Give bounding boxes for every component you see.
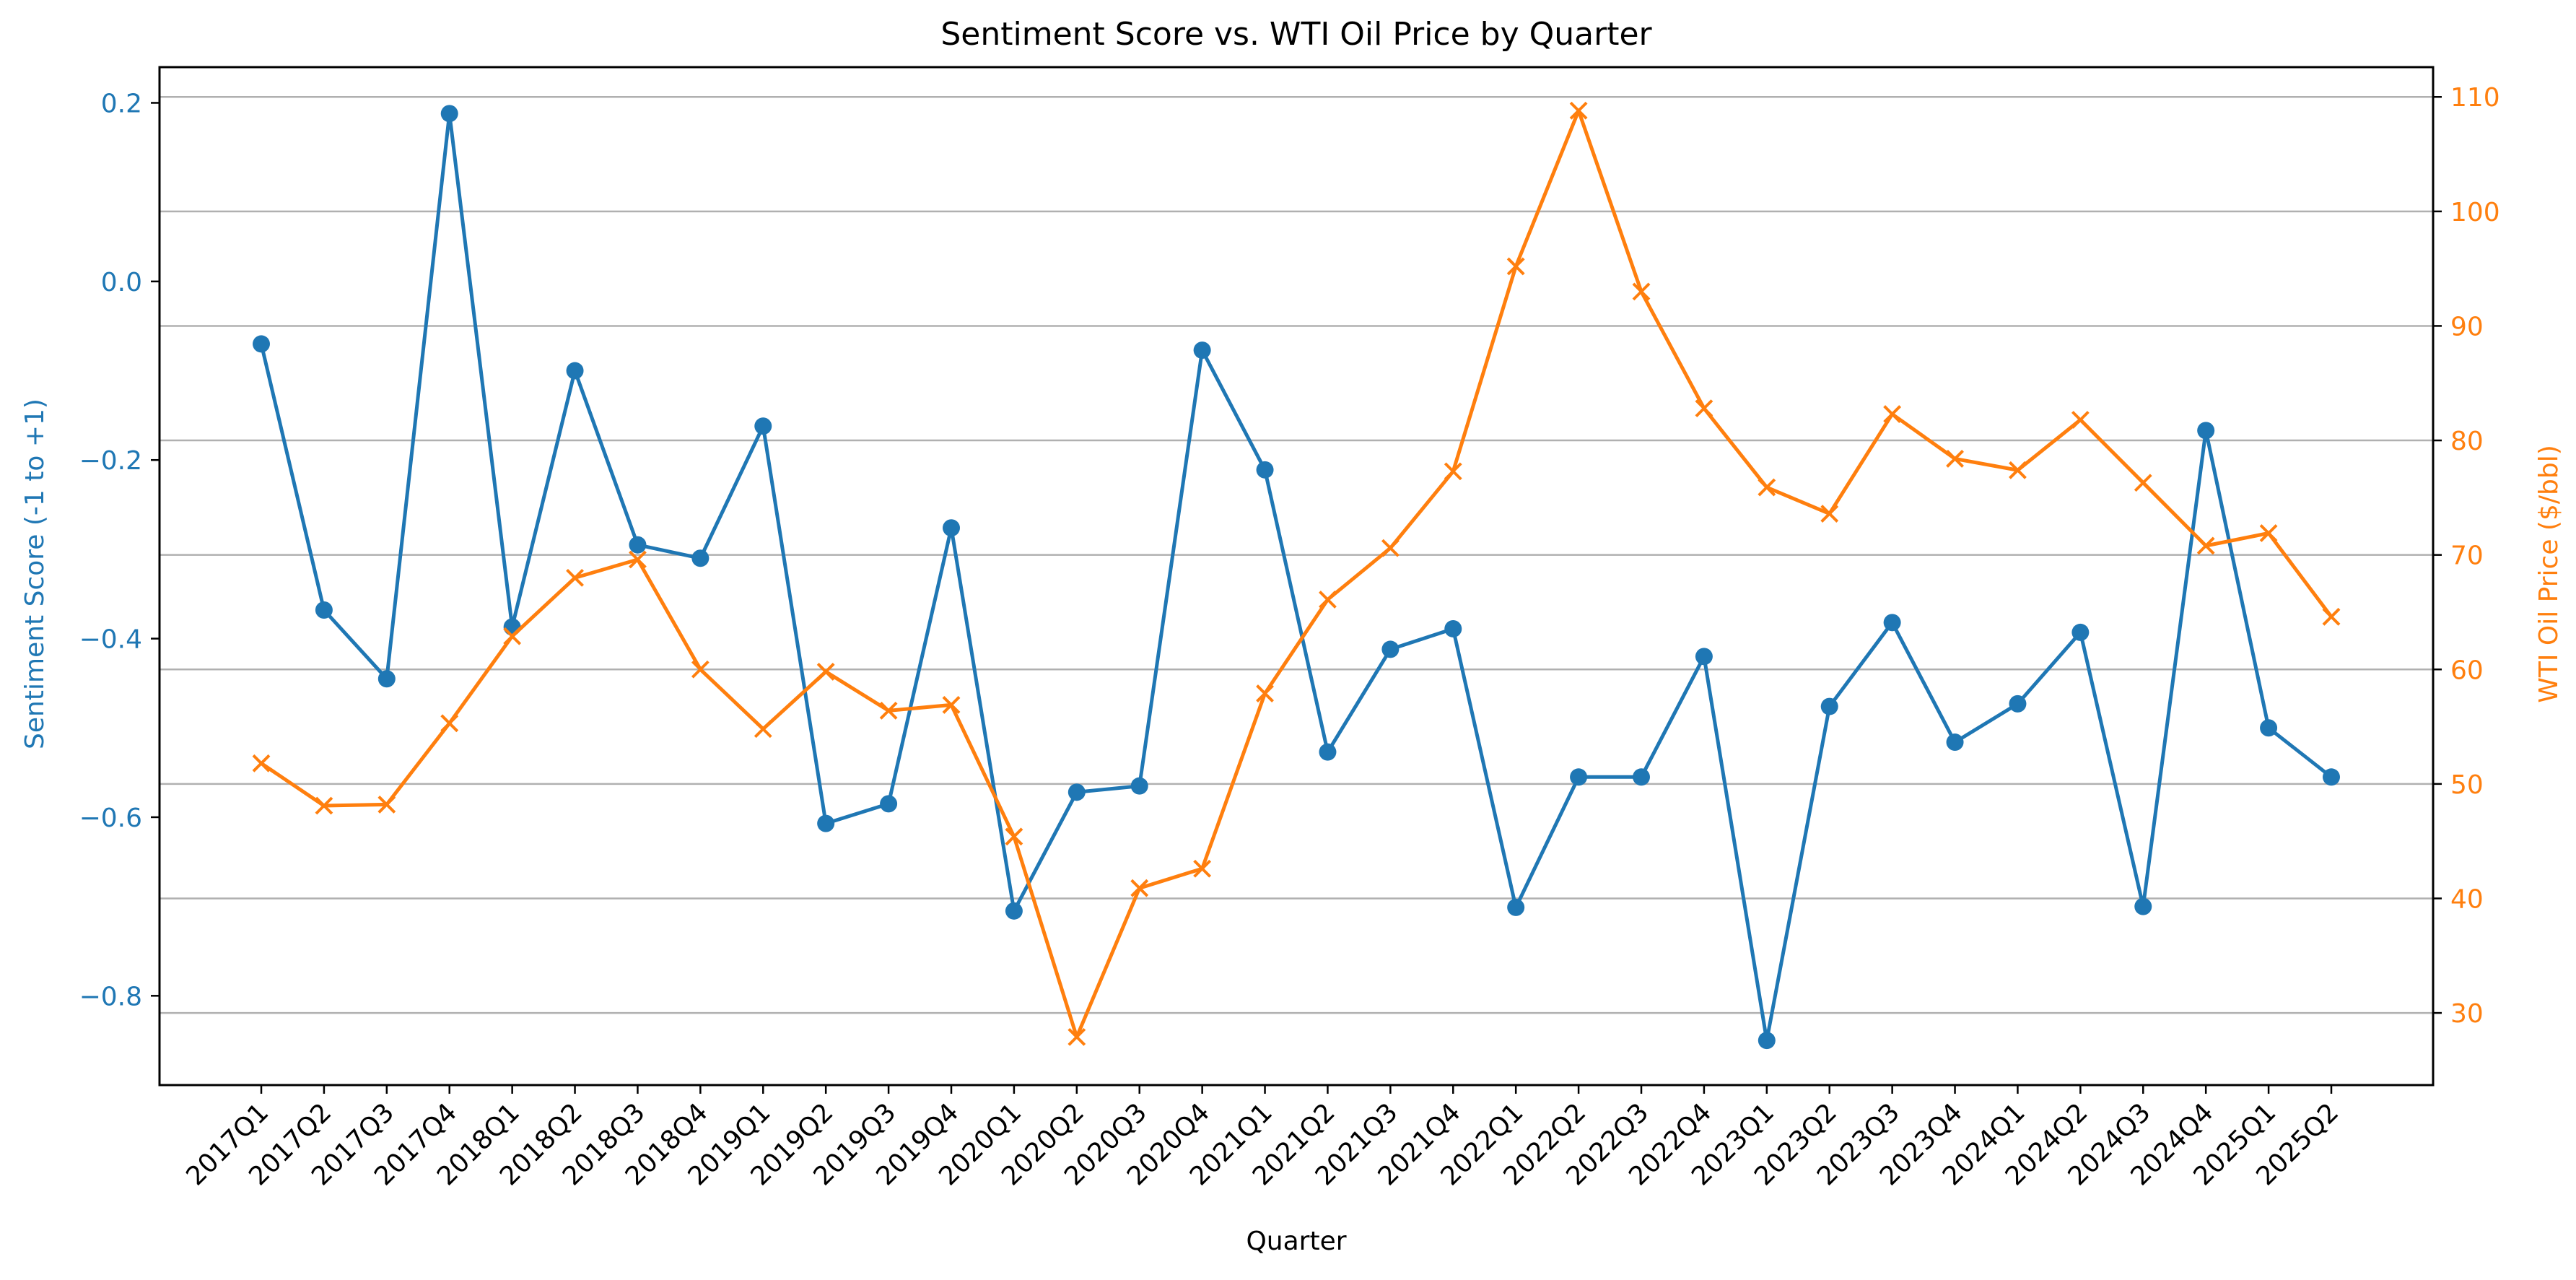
oil-price-point (1695, 399, 1713, 418)
oil-price-point (377, 796, 396, 814)
oil-price-point (1506, 257, 1525, 276)
sentiment-point (1633, 768, 1650, 786)
oil-price-point (754, 720, 772, 739)
chart-title: Sentiment Score vs. WTI Oil Price by Qua… (940, 16, 1652, 53)
sentiment-point (1820, 697, 1838, 715)
sentiment-point (1005, 902, 1023, 920)
sentiment-point (1444, 619, 1462, 637)
series-layer (252, 101, 2341, 1050)
oil-price-point (816, 663, 835, 681)
oil-price-point (1067, 1027, 1086, 1046)
oil-price-point (1444, 462, 1462, 481)
right-axis-tick-label: 90 (2450, 312, 2484, 341)
sentiment-point (1256, 461, 1274, 479)
right-axis-tick-label: 40 (2450, 884, 2484, 914)
left-axis-tick-label: 0.0 (101, 268, 142, 297)
oil-price-point (2071, 411, 2090, 429)
oil-price-point (2196, 536, 2215, 555)
left-axis-tick-label: −0.8 (79, 982, 142, 1011)
x-axis-label: Quarter (1246, 1227, 1346, 1256)
sentiment-point (1193, 341, 1211, 360)
oil-price-line (260, 108, 2333, 1039)
sentiment-point (817, 814, 835, 832)
oil-price-point (1758, 478, 1776, 497)
right-axis-tick-label: 100 (2450, 198, 2500, 227)
sentiment-point (754, 417, 772, 435)
sentiment-point (1319, 743, 1337, 761)
sentiment-point (503, 618, 521, 636)
left-axis-label: Sentiment Score (-1 to +1) (20, 399, 50, 749)
sentiment-point (2071, 623, 2090, 641)
oil-price-point (2134, 474, 2152, 492)
right-axis-tick-label: 70 (2450, 541, 2484, 571)
sentiment-point (1883, 614, 1901, 632)
oil-price-point (691, 660, 710, 679)
oil-price-point (566, 568, 584, 587)
grid-layer (160, 95, 2433, 1014)
sentiment-point (1067, 783, 1086, 801)
oil-price-point (629, 550, 647, 569)
oil-price-point (942, 696, 961, 714)
oil-price-point (2009, 461, 2027, 479)
sentiment-point (1507, 898, 1525, 916)
right-axis-label: WTI Oil Price ($/bbl) (2534, 445, 2564, 703)
right-axis-tick-label: 80 (2450, 427, 2484, 456)
sentiment-point (629, 536, 647, 554)
sentiment-point (2134, 897, 2152, 915)
left-axis-tick-label: 0.2 (101, 89, 142, 118)
oil-price-point (879, 701, 898, 720)
oil-price-point (440, 714, 459, 733)
sentiment-point (1130, 777, 1148, 795)
left-axis-tick-label: −0.6 (79, 804, 142, 833)
oil-price-point (1256, 684, 1274, 702)
sentiment-point (377, 670, 396, 688)
sentiment-point (440, 105, 458, 123)
oil-price-point (1820, 505, 1839, 523)
oil-price-point (1632, 282, 1651, 301)
sentiment-point (691, 549, 710, 567)
oil-price-point (1569, 101, 1588, 120)
sentiment-point (253, 335, 270, 353)
oil-price-point (1193, 859, 1212, 878)
sentiment-point (2323, 768, 2340, 786)
oil-price-point (1381, 539, 1400, 557)
oil-price-point (503, 627, 522, 645)
sentiment-point (1570, 768, 1588, 786)
sentiment-point (315, 601, 333, 619)
oil-price-point (1005, 827, 1023, 846)
right-axis-tick-label: 60 (2450, 656, 2484, 685)
oil-price-point (2259, 524, 2278, 542)
right-axis-tick-label: 30 (2450, 999, 2484, 1029)
oil-price-point (1946, 450, 1964, 468)
oil-price-point (252, 754, 271, 772)
right-axis-tick-label: 50 (2450, 770, 2484, 800)
sentiment-point (1946, 733, 1964, 752)
sentiment-point (566, 362, 584, 380)
sentiment-line (259, 111, 2333, 1042)
sentiment-point (1381, 640, 1400, 658)
plot-frame (158, 66, 2435, 1087)
oil-price-point (2322, 607, 2341, 626)
left-axis-tick-label: −0.2 (79, 446, 142, 476)
sentiment-point (2260, 719, 2278, 737)
sentiment-point (880, 795, 898, 813)
left-axis-tick-label: −0.4 (79, 625, 142, 655)
oil-price-point (1319, 591, 1337, 609)
sentiment-point (2197, 422, 2215, 440)
oil-price-point (1883, 405, 1902, 423)
sentiment-point (1695, 648, 1713, 666)
right-axis-tick-label: 110 (2450, 83, 2500, 113)
sentiment-point (1758, 1032, 1776, 1050)
oil-price-point (315, 796, 333, 815)
sentiment-point (943, 519, 960, 537)
oil-price-point (1130, 879, 1149, 897)
sentiment-point (2009, 695, 2027, 713)
